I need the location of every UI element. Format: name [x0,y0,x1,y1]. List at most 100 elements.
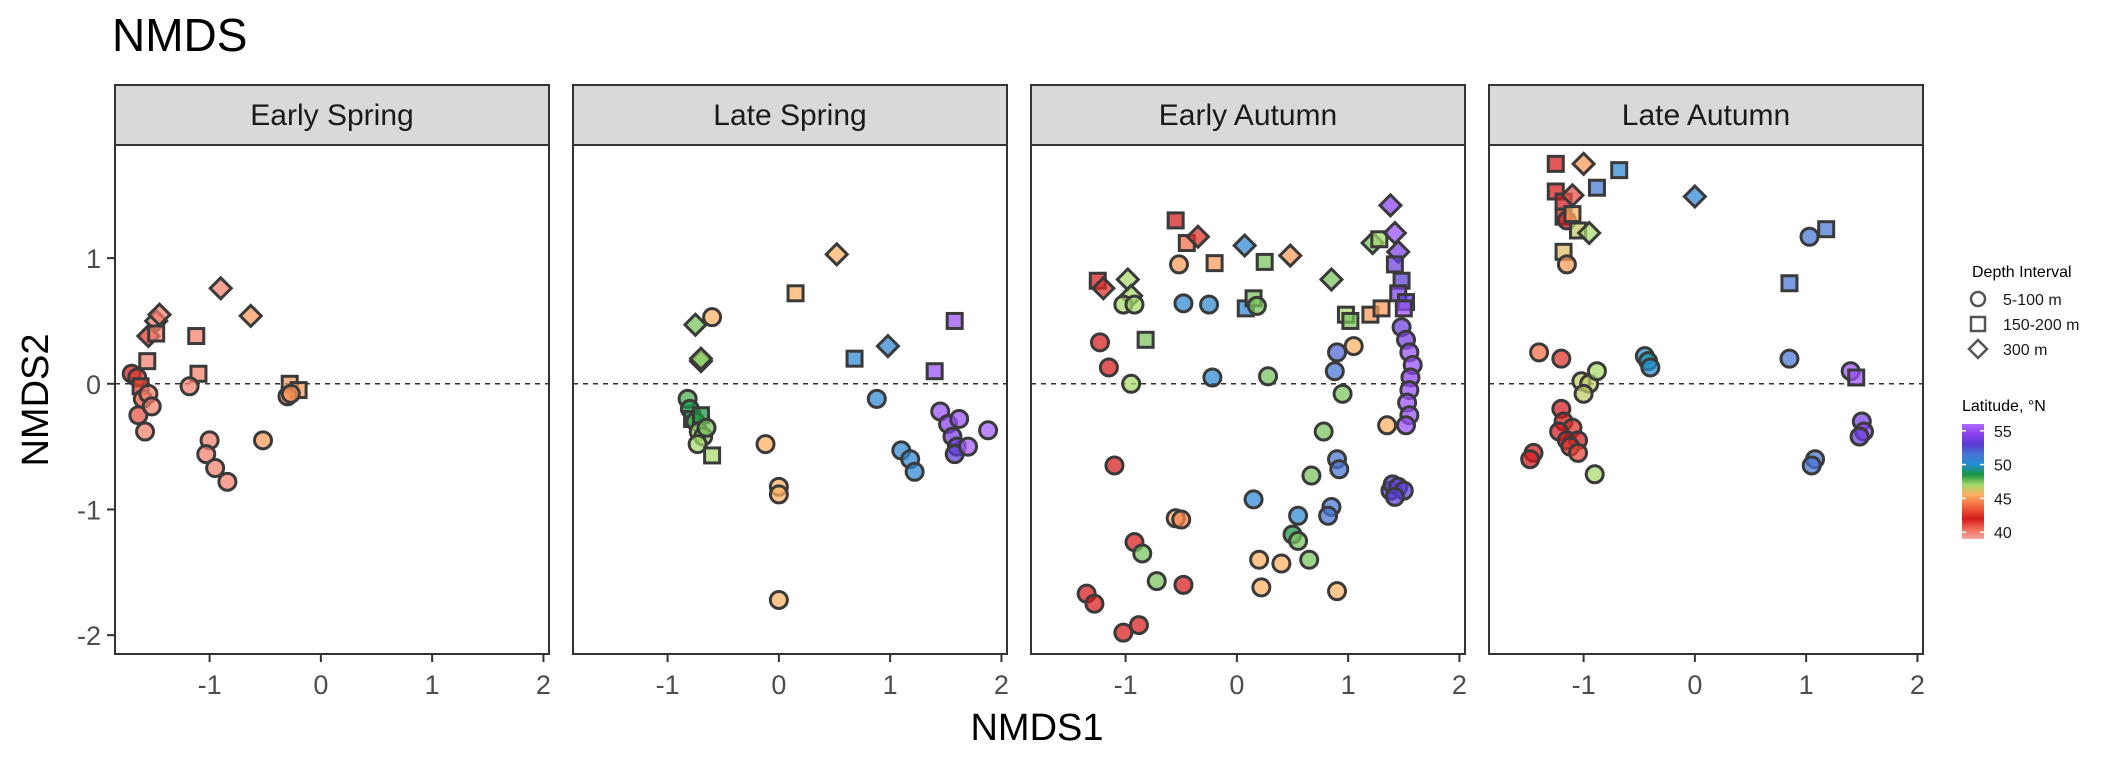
data-point-circle [949,408,970,429]
data-point-square [1394,299,1413,318]
data-point-circle [1132,543,1153,564]
panel-border [572,144,1008,655]
data-point-circle [1799,226,1820,247]
data-point-square [1610,161,1629,180]
data-point-circle [1551,348,1572,369]
data-point-square [1587,178,1606,197]
x-tick-label: 0 [1229,670,1244,700]
legend-shape-label: 5-100 m [2003,292,2062,309]
x-tick-label: 2 [1910,670,1925,700]
x-tick-label: 1 [883,670,898,700]
y-tick-label: -1 [77,495,101,525]
data-point-square [187,327,206,346]
facet-strip [1030,84,1466,146]
data-point-diamond [1185,224,1211,250]
data-point-circle [1199,294,1220,315]
x-tick-label: 1 [425,670,440,700]
data-point-circle [1124,294,1145,315]
data-point-square [147,324,166,343]
data-point-circle [1089,332,1110,353]
data-point-circle [253,430,274,451]
data-point-circle [1173,574,1194,595]
colorbar-tick-label: 45 [1994,491,2012,508]
panel-early-spring: Early Spring -1 0 1 2 [114,84,551,700]
chart-title: NMDS [112,9,248,61]
data-point-circle [1299,549,1320,570]
data-point-square [1546,154,1565,173]
y-tick-label: 0 [86,370,101,400]
x-tick-label: -1 [1572,670,1596,700]
legend: Depth Interval 5-100 m 150-200 m 300 m Latit… [1962,264,2080,542]
x-tick-label: 1 [1799,670,1814,700]
data-point-circle [1377,415,1398,436]
data-point-circle [1849,426,1870,447]
panel-early-autumn: Early Autumn -1 0 1 2 [1030,84,1467,700]
data-point-circle [1084,593,1105,614]
legend-shape-label: 300 m [2003,342,2047,359]
data-point-circle [1169,254,1190,275]
data-point-square [1205,254,1224,273]
legend-circle-key [1969,290,1987,308]
data-point-square [845,349,864,368]
data-point-circle [1520,449,1541,470]
data-point-circle [1327,581,1348,602]
data-point-diamond [1090,275,1116,301]
data-point-circle [1146,571,1167,592]
data-point-circle [1396,415,1417,436]
x-axis-title: NMDS1 [970,707,1103,749]
data-point-circle [1529,342,1550,363]
data-point-circle [1251,577,1272,598]
data-point-circle [1324,361,1345,382]
data-point-circle [702,307,723,328]
x-tick-label: -1 [656,670,680,700]
colorbar-tick-label: 40 [1994,525,2012,542]
data-point-circle [1568,442,1589,463]
data-point-circle [1332,383,1353,404]
data-point-circle [280,383,301,404]
data-point-diamond [238,303,264,329]
data-point-circle [196,444,217,465]
x-tick-label: 0 [1687,670,1702,700]
data-point-circle [1384,486,1405,507]
data-point-circle [1128,615,1149,636]
data-point-circle [1586,361,1607,382]
facet-label: Late Autumn [1622,99,1790,132]
data-point-square [925,362,944,381]
data-point-diamond [1277,242,1303,269]
legend-shape-label: 150-200 m [2003,317,2080,334]
data-point-circle [1343,336,1364,357]
x-tick-label: 0 [771,670,786,700]
data-point-circle [135,421,156,442]
data-point-circle [1779,348,1800,369]
data-point-square [138,352,157,371]
y-tick-label: 1 [86,244,101,274]
data-point-circle [1301,465,1322,486]
data-point-circle [1801,455,1822,476]
data-point-circle [1098,357,1119,378]
data-point-square [1372,299,1391,318]
data-point-circle [1556,254,1577,275]
data-point-circle [866,388,887,409]
colorbar-tick-label: 55 [1994,424,2012,441]
panel-late-autumn: Late Autumn -1 0 1 2 [1488,84,1925,700]
data-point-square [1847,368,1866,387]
data-point-circle [205,457,226,478]
legend-color-title: Latitude, °N [1962,398,2046,415]
data-point-diamond [688,346,714,372]
legend-square-key [1969,315,1987,333]
panel-border [114,144,550,655]
data-point-diamond [1318,266,1345,293]
facet-label: Early Autumn [1159,99,1337,132]
data-point-circle [1171,509,1192,530]
data-point-circle [1246,295,1267,316]
legend-colorbar [1962,424,1984,539]
data-point-circle [958,436,979,457]
panel-late-spring: Late Spring -1 0 1 2 [572,84,1009,700]
data-point-diamond [1570,151,1597,177]
data-point-circle [1271,553,1292,574]
data-point-circle [978,420,999,441]
data-point-circle [1640,357,1661,378]
data-point-diamond [824,241,850,267]
x-tick-label: 2 [994,670,1009,700]
